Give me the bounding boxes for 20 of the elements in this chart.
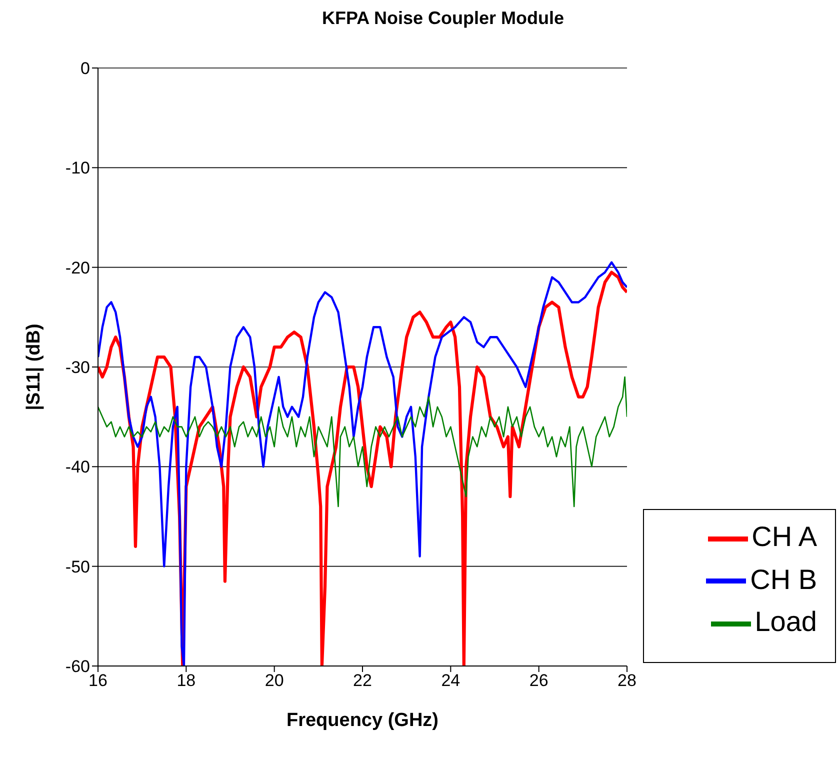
x-tick-label: 22 xyxy=(353,671,372,690)
y-tick-label: -20 xyxy=(65,258,90,278)
y-tick-label: -10 xyxy=(65,158,90,178)
y-tick-label: -60 xyxy=(65,657,90,676)
y-tick-label: -30 xyxy=(65,358,90,378)
x-tick-label: 18 xyxy=(176,671,196,690)
y-axis-title: |S11| (dB) xyxy=(24,324,45,410)
x-tick-label: 24 xyxy=(441,671,460,690)
y-tick-label: -50 xyxy=(65,557,90,576)
x-tick-label: 20 xyxy=(264,671,284,690)
legend-label: Load xyxy=(754,606,817,638)
y-tick-label: 0 xyxy=(80,59,90,78)
x-tick-label: 26 xyxy=(529,671,548,690)
legend-label: CH A xyxy=(752,521,817,552)
x-tick-label: 28 xyxy=(618,671,636,690)
y-tick-label: -40 xyxy=(65,458,90,477)
x-tick-label: 16 xyxy=(88,671,108,690)
legend-label: CH B xyxy=(750,564,817,595)
x-axis-title: Frequency (GHz) xyxy=(286,710,439,731)
chart-title: KFPA Noise Coupler Module xyxy=(320,8,565,29)
